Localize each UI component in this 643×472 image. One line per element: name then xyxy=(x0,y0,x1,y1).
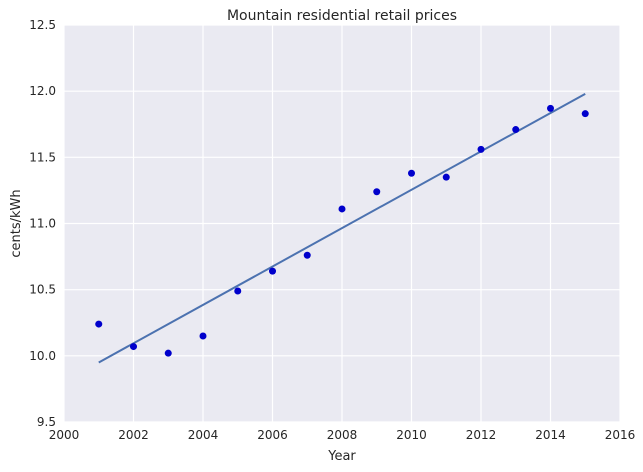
x-tick-label: 2014 xyxy=(535,428,566,442)
chart-title: Mountain residential retail prices xyxy=(227,8,457,24)
trend-line xyxy=(98,92,586,364)
x-tick-label: 2012 xyxy=(466,428,497,442)
scatter-point xyxy=(442,173,450,181)
x-tick-label: 2006 xyxy=(257,428,288,442)
y-tick-label: 10.0 xyxy=(29,349,56,363)
trend-line-layer xyxy=(98,92,586,364)
y-tick-label: 9.5 xyxy=(37,415,56,429)
scatter-point xyxy=(303,251,311,259)
x-tick-label: 2002 xyxy=(118,428,149,442)
x-tick-label: 2008 xyxy=(327,428,358,442)
y-tick-label: 12.0 xyxy=(29,84,56,98)
x-tick-label: 2000 xyxy=(49,428,80,442)
scatter-point xyxy=(408,169,415,177)
scatter-point xyxy=(547,104,554,112)
y-axis-title: cents/kWh xyxy=(9,189,24,257)
scatter-point xyxy=(338,205,346,213)
x-tick-label: 2016 xyxy=(605,428,636,442)
y-tick-label: 11.5 xyxy=(29,150,56,164)
x-tick-labels: 2000 2002 2004 2006 2008 2010 2012 2014 2016 xyxy=(49,428,636,442)
scatter-point xyxy=(234,287,242,295)
scatter-point xyxy=(581,110,589,118)
x-tick-label: 2010 xyxy=(396,428,427,442)
y-tick-label: 10.5 xyxy=(29,283,56,297)
scatter-point xyxy=(95,320,103,328)
scatter-point xyxy=(164,349,172,357)
scatter-point-layer xyxy=(95,104,589,357)
x-axis-title: Year xyxy=(327,449,356,464)
grid xyxy=(63,24,621,423)
y-tick-labels: 9.5 10.0 10.5 11.0 11.5 12.0 12.5 xyxy=(29,18,56,429)
scatter-point xyxy=(199,332,207,340)
scatter-point xyxy=(512,126,520,134)
y-tick-label: 11.0 xyxy=(29,217,56,231)
x-tick-label: 2004 xyxy=(188,428,219,442)
scatter-point xyxy=(477,145,485,153)
scatter-point xyxy=(373,188,381,196)
scatter-point xyxy=(269,267,276,275)
scatter-point xyxy=(130,343,137,351)
y-tick-label: 12.5 xyxy=(29,18,56,32)
